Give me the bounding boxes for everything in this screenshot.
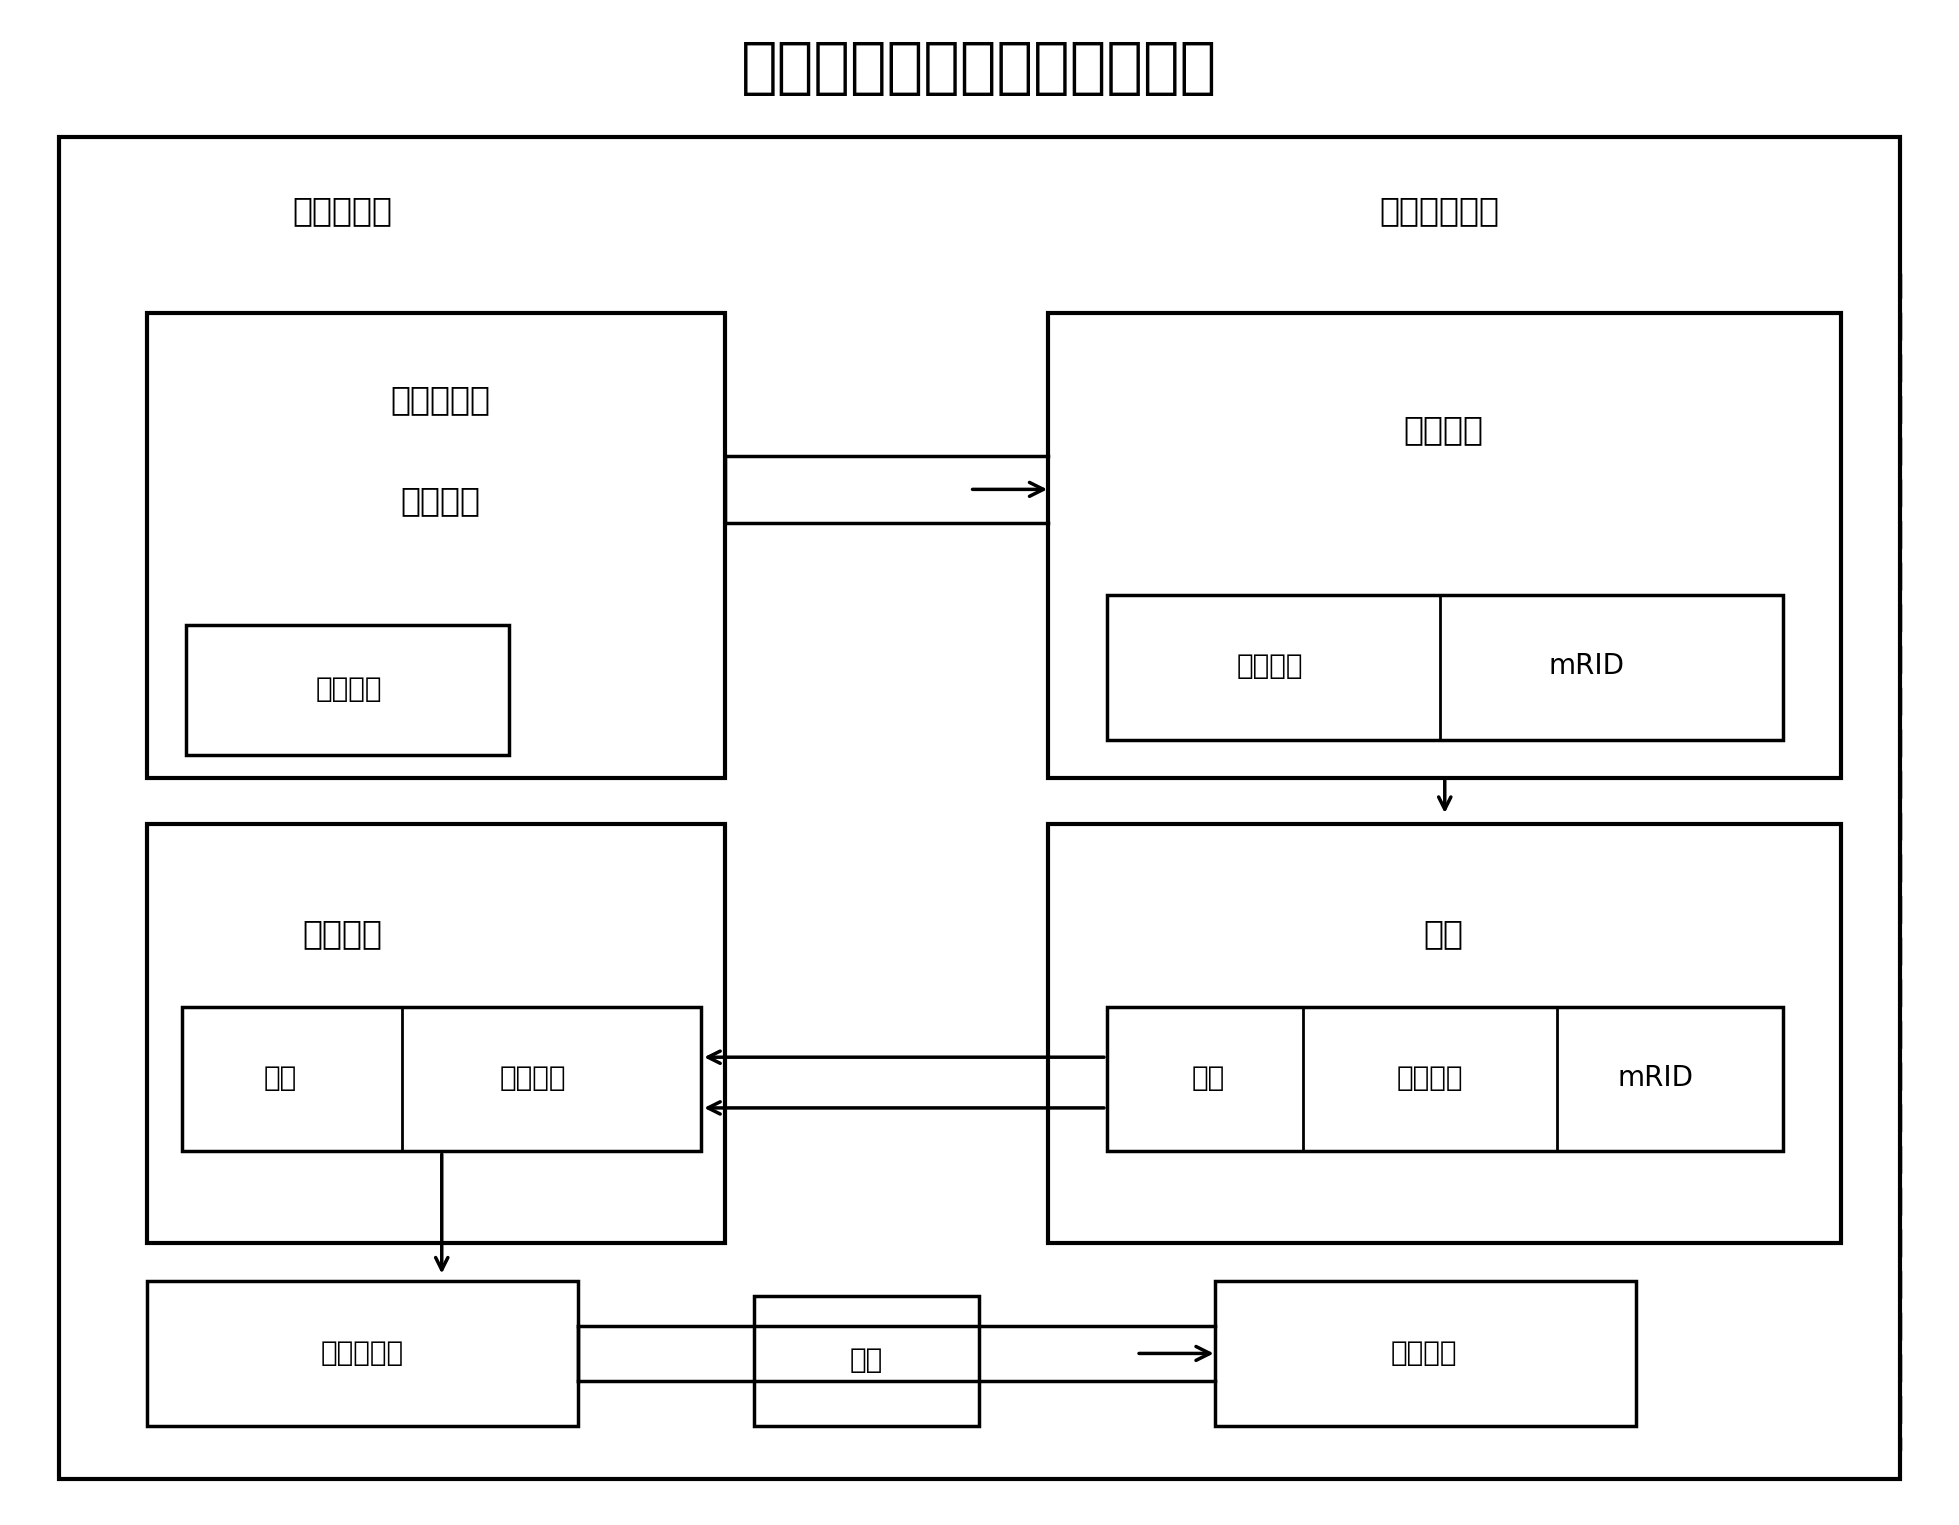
Bar: [1048, 313, 1841, 778]
Text: 实时数据: 实时数据: [1391, 1339, 1457, 1366]
Bar: [147, 1281, 578, 1426]
Text: mRID: mRID: [1618, 1064, 1693, 1092]
Text: 智能变电站: 智能变电站: [390, 383, 492, 416]
Bar: [1107, 1006, 1783, 1151]
Text: 路径标识: 路径标识: [315, 676, 382, 703]
Text: 智能调控系统: 智能调控系统: [1379, 194, 1501, 227]
Text: 路径标识: 路径标识: [1397, 1064, 1463, 1092]
Text: mRID: mRID: [1550, 653, 1624, 680]
Bar: [754, 1296, 980, 1426]
Bar: [147, 313, 725, 778]
Text: 点号: 点号: [264, 1064, 296, 1092]
Bar: [1048, 824, 1841, 1243]
Text: 点号: 点号: [850, 1347, 882, 1374]
Text: 模型信息表闭环自动交互系统: 模型信息表闭环自动交互系统: [741, 40, 1218, 98]
Text: 智能变电站: 智能变电站: [292, 194, 394, 227]
Text: 远动网关机: 远动网关机: [321, 1339, 404, 1366]
Bar: [182, 1006, 701, 1151]
Text: 路径标识: 路径标识: [1236, 653, 1303, 680]
Text: 远动通信: 远动通信: [304, 917, 382, 950]
Bar: [108, 274, 882, 1449]
Bar: [59, 137, 1900, 1479]
Text: 点号: 点号: [1193, 1064, 1224, 1092]
Bar: [1009, 274, 1900, 1449]
Text: 路径标识: 路径标识: [500, 1064, 566, 1092]
Text: 设备模型: 设备模型: [402, 483, 480, 517]
Text: 模型管理: 模型管理: [1405, 413, 1483, 447]
Bar: [147, 824, 725, 1243]
Bar: [1107, 595, 1783, 740]
Text: 前置: 前置: [1424, 917, 1463, 950]
Bar: [186, 625, 509, 755]
Bar: [1215, 1281, 1636, 1426]
